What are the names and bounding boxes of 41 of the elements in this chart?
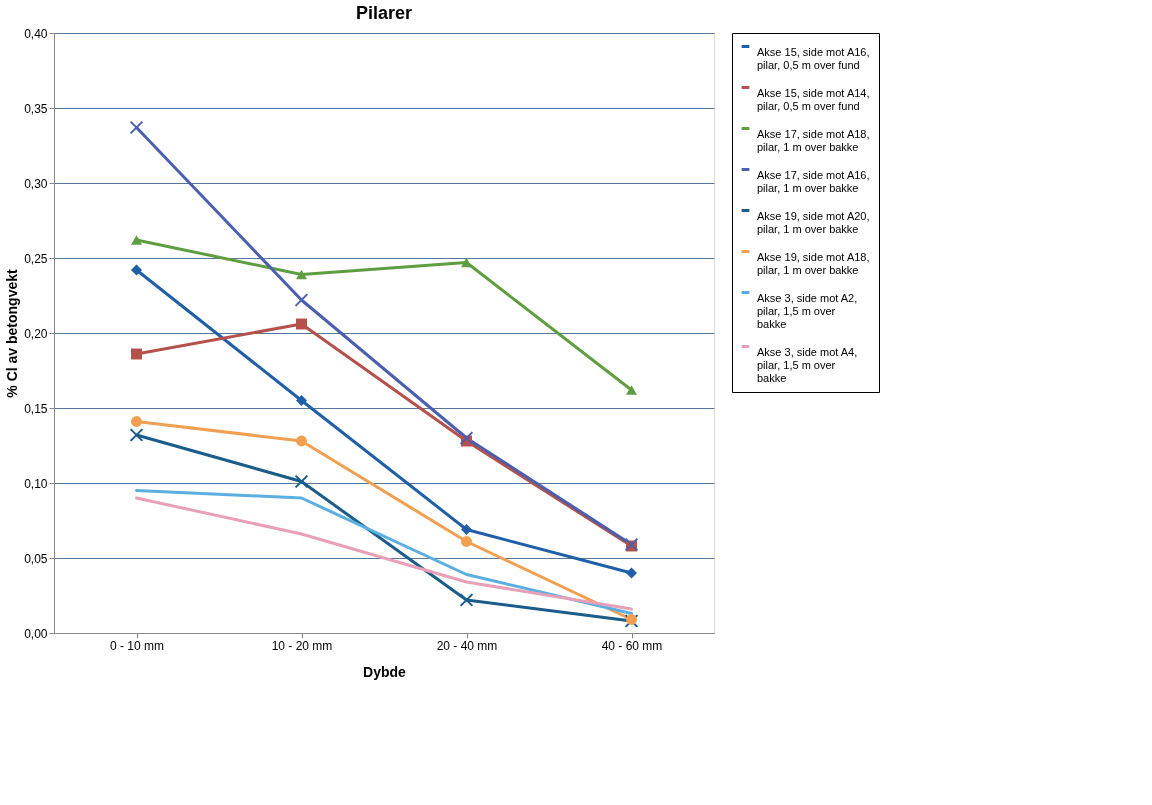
point: [459, 431, 474, 445]
y-tick-label: 0,25: [24, 251, 48, 266]
legend-label: Akse 17, side mot A16, pilar, 1 m over bakke: [757, 168, 870, 194]
y-tick-label: 0,10: [24, 476, 48, 491]
point: [131, 235, 142, 245]
point: [461, 536, 472, 547]
y-tick-label: 0,35: [24, 101, 48, 116]
x-tick-label: 20 - 40 mm: [436, 638, 498, 653]
x-tick-label: 10 - 20 mm: [271, 638, 333, 653]
legend-label: Akse 3, side mot A4, pilar, 1,5 m over bakke: [757, 345, 858, 384]
x-tick-label: 0 - 10 mm: [109, 638, 165, 653]
legend-label: Akse 19, side mot A20, pilar, 1 m over bakke: [757, 209, 870, 235]
chart-title: Pilarer: [355, 3, 413, 23]
point: [461, 257, 472, 268]
legend-label: Akse 3, side mot A2, pilar, 1,5 m over bakke: [757, 291, 858, 330]
point: [129, 120, 144, 135]
point: [296, 435, 307, 447]
y-tick-label: 0,05: [24, 551, 48, 566]
x-tick-label: 40 - 60 mm: [601, 638, 663, 653]
point: [129, 428, 144, 442]
point: [459, 593, 474, 607]
point: [294, 293, 309, 307]
x-axis-title: Dybde: [363, 663, 407, 680]
y-tick-label: 0,40: [24, 26, 48, 41]
legend-label: Akse 19, side mot A18, pilar, 1 m over bakke: [757, 250, 870, 276]
legend-label: Akse 15, side mot A14, pilar, 0,5 m over fund: [757, 86, 870, 112]
point: [296, 269, 307, 280]
point: [461, 524, 472, 535]
legend-label: Akse 15, side mot A16, pilar, 0,5 m over fund: [757, 45, 870, 71]
y-tick-label: 0,15: [24, 401, 48, 416]
point: [294, 474, 309, 489]
legend-label: Akse 17, side mot A18, pilar, 1 m over bakke: [757, 127, 870, 153]
point: [131, 348, 142, 360]
y-axis-title: % Cl av betongvekt: [4, 268, 21, 398]
point: [131, 416, 142, 427]
y-tick-label: 0,00: [24, 626, 48, 641]
point: [296, 395, 307, 406]
y-tick-label: 0,20: [24, 326, 48, 341]
y-tick-label: 0,30: [24, 176, 48, 191]
point: [296, 318, 307, 330]
point: [626, 385, 637, 395]
